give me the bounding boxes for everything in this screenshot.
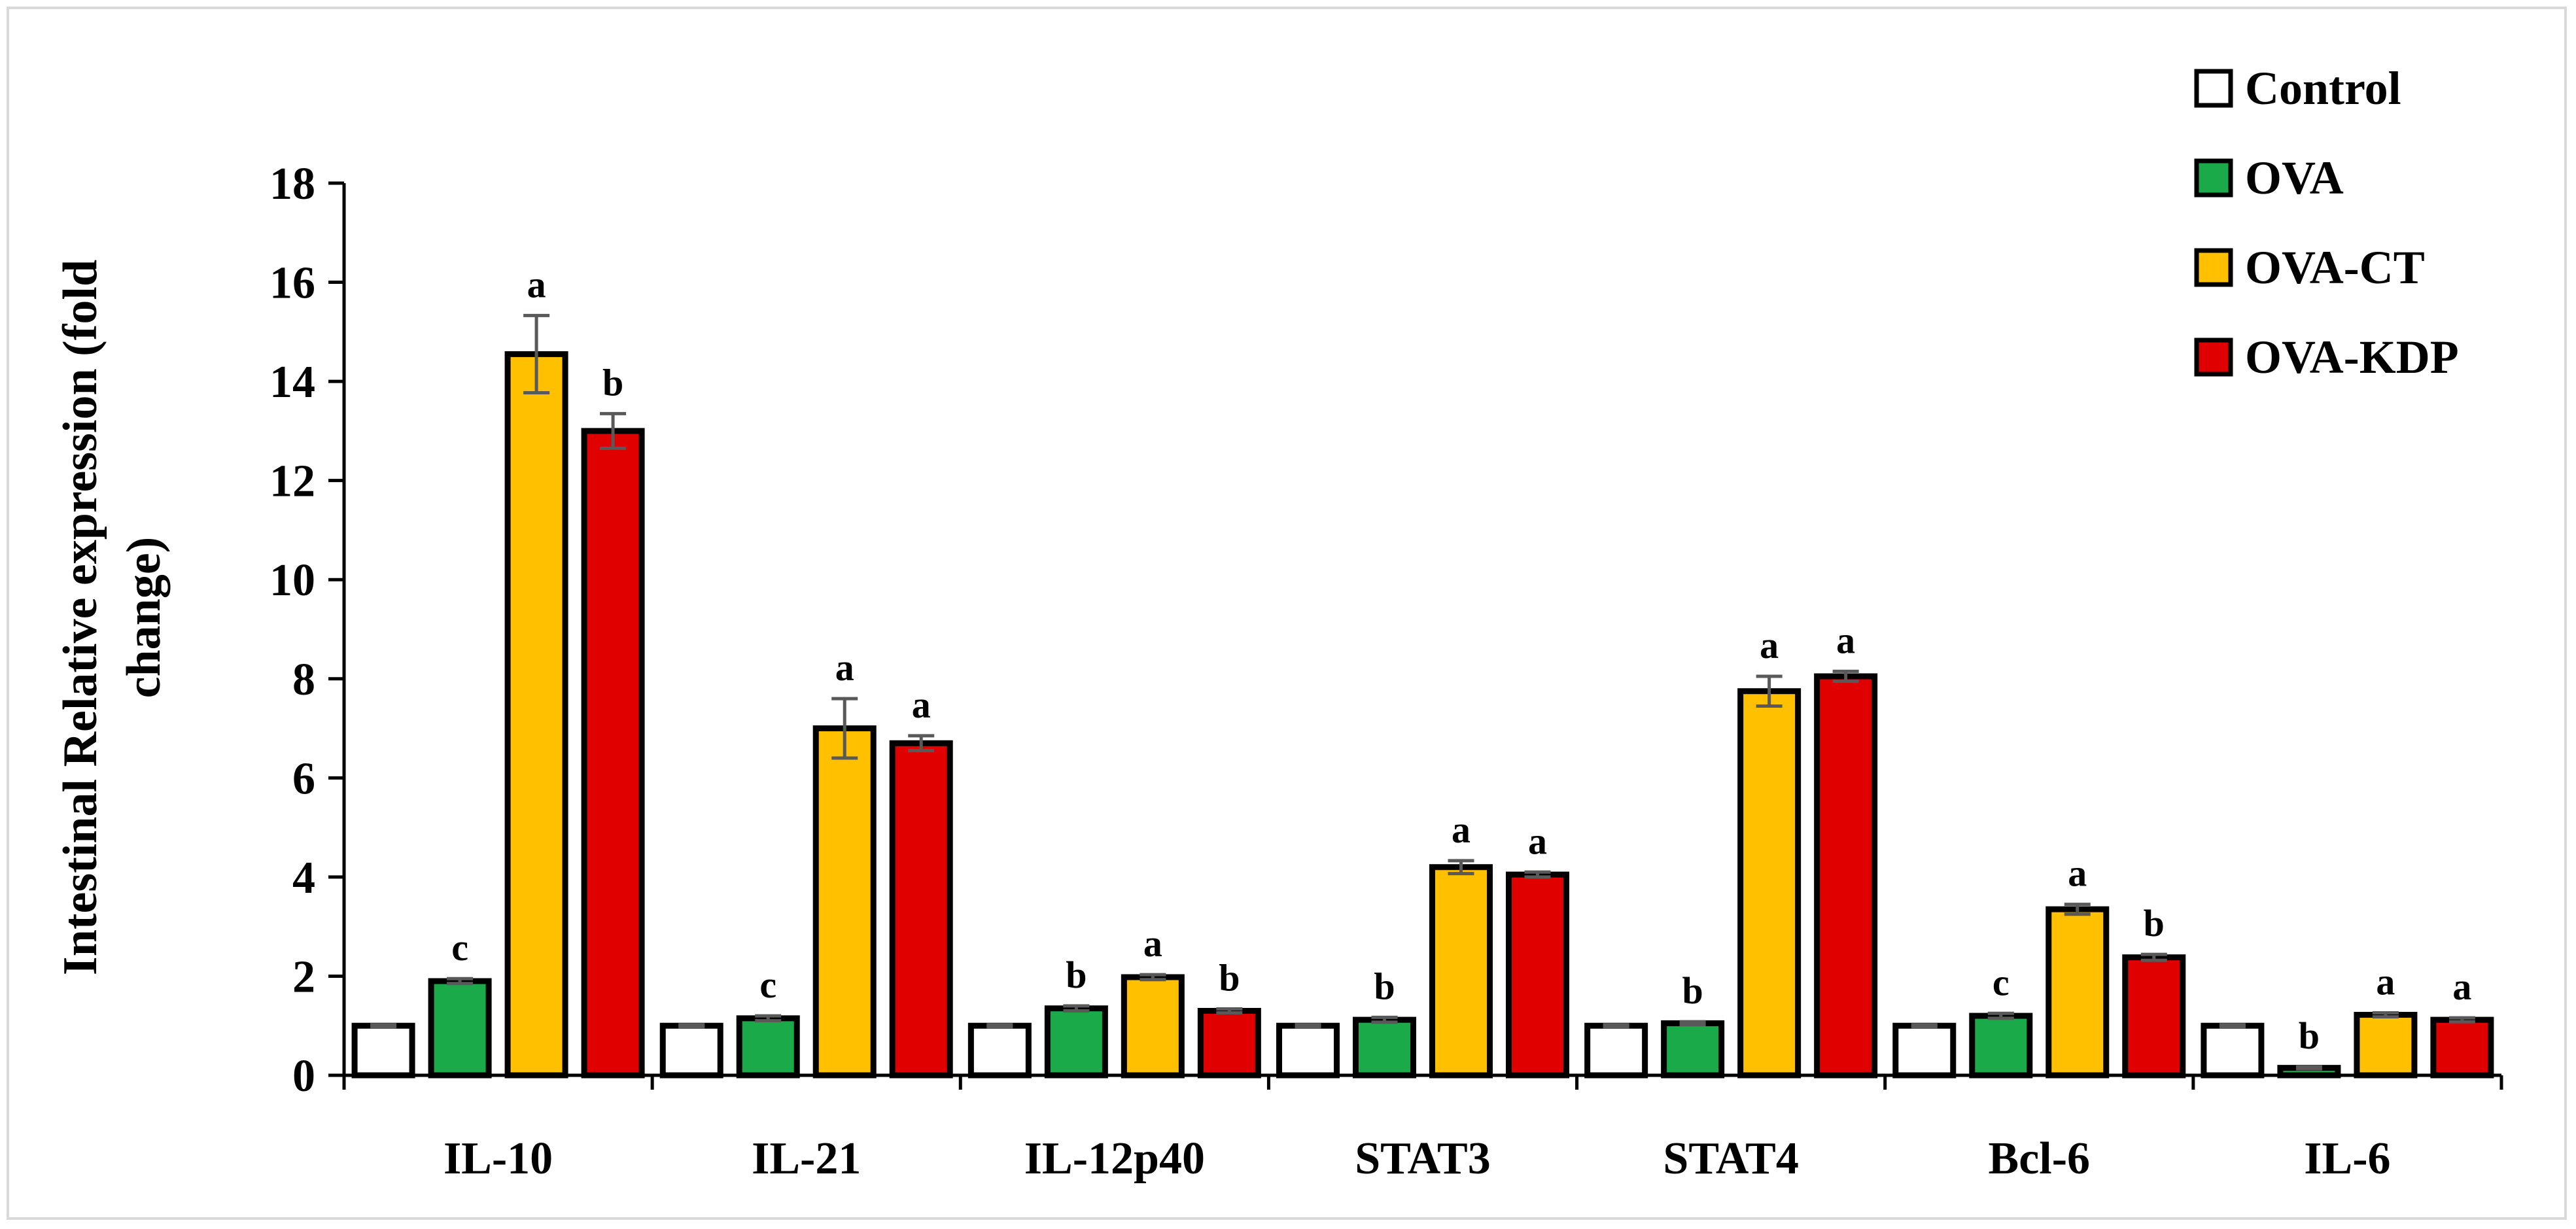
x-category-label: IL-21: [752, 1134, 861, 1184]
bar-ova-ct: [1429, 864, 1493, 1079]
y-axis-label: Intestinal Relative expression (fold cha…: [54, 260, 171, 975]
bar-ova-ct: [1737, 688, 1801, 1079]
bar-ova: [428, 978, 492, 1079]
bar-ova-kdp: [1197, 1007, 1261, 1079]
significance-label: c: [759, 963, 776, 1006]
significance-label: b: [2299, 1014, 2320, 1057]
x-category-label: IL-12p40: [1024, 1134, 1205, 1184]
significance-label: a: [2068, 852, 2087, 895]
legend-swatch-ova-kdp: [2194, 338, 2233, 377]
y-axis-label-line-2: change): [117, 537, 171, 699]
significance-label: a: [1528, 820, 1547, 862]
bar-ova-ct: [2354, 1012, 2418, 1079]
bar-ova-kdp: [581, 428, 645, 1079]
bar-ova-kdp: [1814, 673, 1878, 1079]
y-tick-label: 16: [270, 258, 315, 309]
significance-label: c: [451, 926, 468, 969]
bar-ova-ct: [504, 351, 568, 1079]
y-tick-label: 6: [292, 753, 315, 804]
x-category-label: Bcl-6: [1989, 1134, 2091, 1184]
significance-label: a: [1143, 922, 1162, 965]
significance-label: b: [602, 361, 623, 404]
y-tick-label: 2: [292, 952, 315, 1002]
y-axis-label-line-1: Intestinal Relative expression (fold: [54, 260, 107, 975]
bar-control: [659, 1022, 723, 1079]
bar-control: [1276, 1022, 1340, 1079]
significance-label: a: [527, 263, 546, 305]
significance-label: a: [2452, 965, 2471, 1008]
bar-ova: [1969, 1013, 2033, 1079]
bar-ova-kdp: [1506, 871, 1569, 1079]
x-category-label: STAT4: [1663, 1134, 1798, 1184]
bar-ova-ct: [812, 725, 877, 1079]
bar-control: [1584, 1022, 1648, 1079]
legend: Control OVA OVA-CT OVA-KDP: [2194, 62, 2459, 383]
significance-label: a: [835, 646, 854, 689]
chart-canvas: Intestinal Relative expression (fold cha…: [54, 62, 2503, 1184]
significance-label: b: [1682, 969, 1703, 1012]
bar-ova-kdp: [2430, 1016, 2494, 1079]
y-tick-label: 10: [270, 555, 315, 606]
chart-frame: Intestinal Relative expression (fold cha…: [7, 7, 2567, 1220]
legend-label-ova-kdp: OVA-KDP: [2245, 331, 2459, 383]
bar-ova: [1353, 1016, 1416, 1079]
y-tick-label: 12: [270, 457, 315, 507]
y-tick-label: 14: [270, 357, 315, 407]
bar-ova: [1661, 1020, 1725, 1079]
significance-label: b: [2144, 902, 2165, 944]
legend-label-control: Control: [2245, 62, 2401, 114]
significance-label: a: [1760, 624, 1779, 666]
legend-label-ova: OVA: [2245, 152, 2344, 204]
y-tick-label: 8: [292, 655, 315, 705]
significance-label: c: [1993, 961, 2010, 1003]
x-category-label: IL-10: [444, 1134, 553, 1184]
significance-label: a: [2376, 961, 2395, 1003]
significance-label: a: [1452, 808, 1471, 851]
y-tick-label: 4: [292, 853, 315, 903]
bar-ova-ct: [1121, 974, 1185, 1079]
significance-label: a: [912, 684, 931, 726]
legend-label-ova-ct: OVA-CT: [2245, 241, 2425, 294]
y-tick-label: 18: [270, 159, 315, 209]
significance-label: b: [1374, 965, 1395, 1007]
legend-swatch-control: [2194, 69, 2233, 108]
legend-swatch-ova: [2194, 158, 2233, 198]
x-category-label: STAT3: [1355, 1134, 1490, 1184]
bar-ova-ct: [2045, 906, 2110, 1079]
bar-control: [1892, 1022, 1957, 1079]
y-tick-label: 0: [292, 1051, 315, 1101]
bar-control: [351, 1022, 415, 1079]
bar-ova: [736, 1015, 800, 1079]
bar-ova-kdp: [2122, 954, 2186, 1079]
legend-swatch-ova-ct: [2194, 248, 2233, 287]
bars: c a b c a a b a b b a a b a a c a b b a a: [351, 263, 2494, 1079]
x-category-label: IL-6: [2304, 1134, 2390, 1184]
significance-label: b: [1066, 954, 1087, 996]
significance-label: a: [1836, 619, 1855, 661]
significance-label: b: [1219, 956, 1240, 999]
bar-ova-kdp: [889, 740, 953, 1079]
bar-ova: [1044, 1005, 1108, 1079]
bar-control: [2201, 1022, 2265, 1079]
bar-control: [967, 1022, 1032, 1079]
